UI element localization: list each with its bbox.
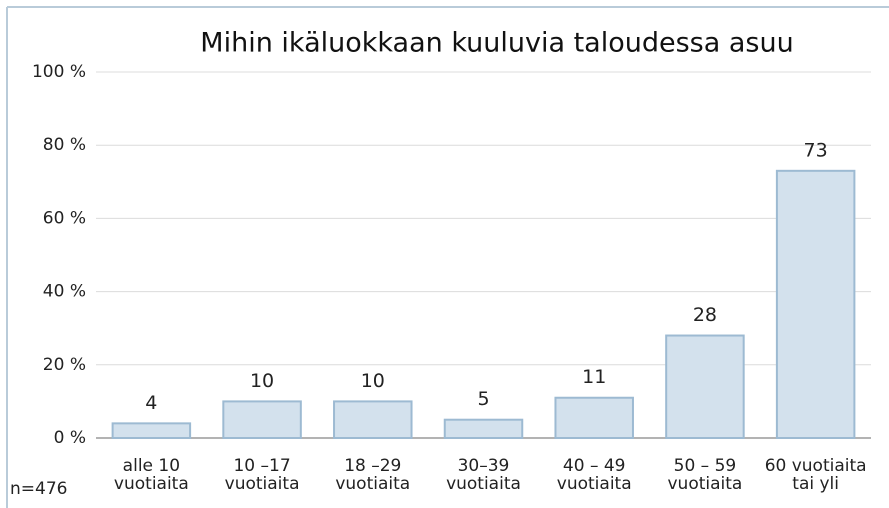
bar: [665, 334, 745, 439]
x-tick-label: alle 10: [123, 456, 180, 476]
y-tick-label: 60 %: [43, 208, 86, 228]
x-tick-label: 18 –29: [344, 456, 401, 476]
y-tick-label: 20 %: [43, 355, 86, 375]
value-label: 10: [250, 370, 274, 392]
bar: [554, 396, 634, 439]
bar: [222, 400, 302, 439]
x-tick-label: 60 vuotiaita: [765, 456, 867, 476]
x-tick-label: tai yli: [792, 474, 839, 494]
x-tick-label: 50 – 59: [674, 456, 737, 476]
value-label: 11: [582, 366, 606, 388]
sample-size: n=476: [10, 479, 67, 499]
x-tick-label: 10 –17: [233, 456, 290, 476]
bar: [111, 422, 192, 439]
bar: [775, 169, 856, 439]
x-tick-label: vuotiaita: [557, 474, 632, 494]
value-label: 73: [804, 139, 828, 161]
y-tick-label: 80 %: [43, 135, 86, 155]
x-tick-label: vuotiaita: [225, 474, 300, 494]
x-tick-label: vuotiaita: [667, 474, 742, 494]
value-label: 5: [477, 388, 489, 410]
y-tick-label: 100 %: [32, 62, 86, 82]
x-tick-label: vuotiaita: [335, 474, 410, 494]
y-tick-label: 40 %: [43, 282, 86, 302]
x-tick-label: vuotiaita: [114, 474, 189, 494]
bar: [333, 400, 413, 439]
x-tick-label: 40 – 49: [563, 456, 626, 476]
value-label: 28: [693, 304, 717, 326]
bar: [443, 418, 524, 440]
x-tick-label: vuotiaita: [446, 474, 521, 494]
value-label: 10: [361, 370, 385, 392]
chart-title: Mihin ikäluokkaan kuuluvia taloudessa as…: [200, 28, 793, 59]
value-label: 4: [145, 392, 157, 414]
y-tick-label: 0 %: [54, 428, 86, 448]
x-tick-label: 30–39: [458, 456, 510, 476]
